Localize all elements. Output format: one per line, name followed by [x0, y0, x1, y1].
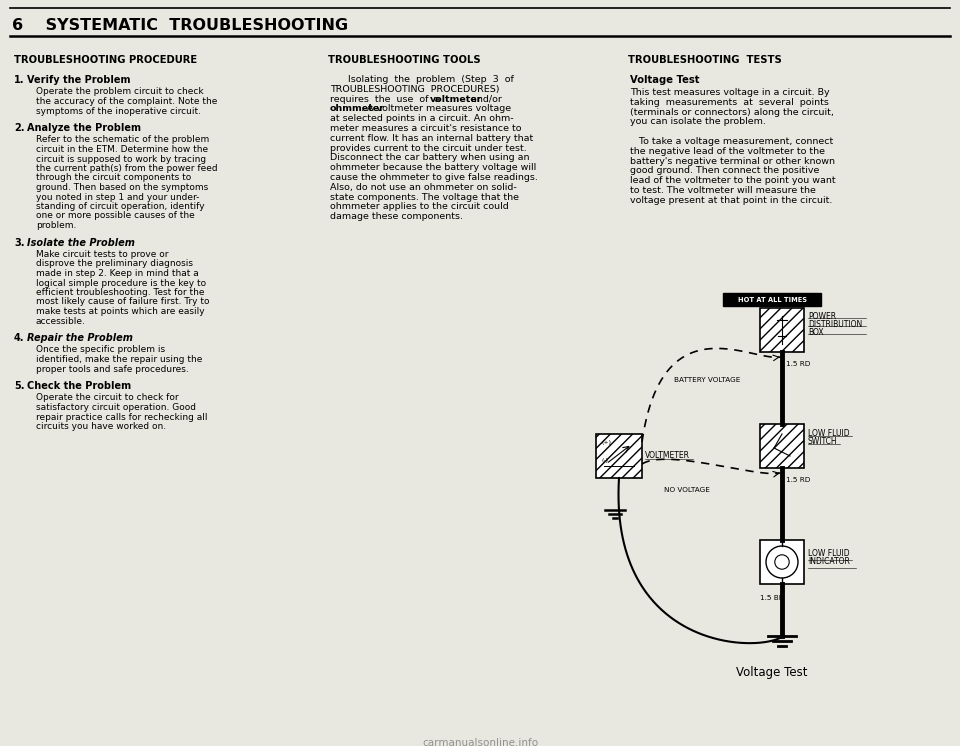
Text: INDICATOR: INDICATOR [808, 557, 850, 566]
Text: at selected points in a circuit. An ohm-: at selected points in a circuit. An ohm- [330, 114, 514, 123]
Text: (terminals or connectors) along the circuit,: (terminals or connectors) along the circ… [630, 107, 834, 116]
Text: This test measures voltage in a circuit. By: This test measures voltage in a circuit.… [630, 88, 829, 97]
Text: one or more possible causes of the: one or more possible causes of the [36, 212, 195, 221]
Text: efficient troubleshooting. Test for the: efficient troubleshooting. Test for the [36, 288, 204, 297]
Text: repair practice calls for rechecking all: repair practice calls for rechecking all [36, 413, 207, 421]
Text: logical simple procedure is the key to: logical simple procedure is the key to [36, 278, 206, 287]
Text: taking  measurements  at  several  points: taking measurements at several points [630, 98, 828, 107]
Text: Analyze the Problem: Analyze the Problem [27, 123, 141, 133]
Text: Operate the problem circuit to check: Operate the problem circuit to check [36, 87, 204, 96]
Bar [760, 308, 804, 352]
Text: Isolating  the  problem  (Step  3  of: Isolating the problem (Step 3 of [348, 75, 514, 84]
Text: Also, do not use an ohmmeter on solid-: Also, do not use an ohmmeter on solid- [330, 183, 516, 192]
Circle shape [775, 555, 789, 569]
Text: TROUBLESHOOTING TOOLS: TROUBLESHOOTING TOOLS [328, 55, 481, 65]
Text: Once the specific problem is: Once the specific problem is [36, 345, 165, 354]
Text: make tests at points which are easily: make tests at points which are easily [36, 307, 204, 316]
Text: 5.: 5. [14, 381, 25, 391]
Text: Repair the Problem: Repair the Problem [27, 333, 132, 343]
Text: Operate the circuit to check for: Operate the circuit to check for [36, 393, 179, 403]
Text: through the circuit components to: through the circuit components to [36, 174, 191, 183]
Text: SWITCH: SWITCH [808, 437, 838, 446]
Text: you can isolate the problem.: you can isolate the problem. [630, 117, 766, 126]
Text: carmanualsonline.info: carmanualsonline.info [422, 738, 538, 746]
Text: ohmmeter applies to the circuit could: ohmmeter applies to the circuit could [330, 202, 509, 211]
Text: Isolate the Problem: Isolate the Problem [27, 237, 134, 248]
Text: 3.: 3. [14, 237, 25, 248]
Text: standing of circuit operation, identify: standing of circuit operation, identify [36, 202, 204, 211]
Text: accessible.: accessible. [36, 316, 85, 325]
Text: requires  the  use  of  a: requires the use of a [330, 95, 444, 104]
Text: POWER: POWER [808, 312, 836, 321]
Text: Refer to the schematic of the problem: Refer to the schematic of the problem [36, 136, 209, 145]
Text: BATTERY VOLTAGE: BATTERY VOLTAGE [674, 377, 740, 383]
Text: Voltage Test: Voltage Test [630, 75, 700, 85]
Text: Verify the Problem: Verify the Problem [27, 75, 131, 85]
Text: 1.5 BR: 1.5 BR [760, 595, 783, 601]
Text: LOW FLUID: LOW FLUID [808, 550, 850, 559]
Text: provides current to the circuit under test.: provides current to the circuit under te… [330, 143, 527, 153]
Text: cause the ohmmeter to give false readings.: cause the ohmmeter to give false reading… [330, 173, 538, 182]
Text: VOLTMETER: VOLTMETER [645, 451, 690, 460]
Text: good ground. Then connect the positive: good ground. Then connect the positive [630, 166, 820, 175]
Text: voltmeter: voltmeter [430, 95, 483, 104]
Text: LOW FLUID: LOW FLUID [808, 429, 850, 438]
Text: To take a voltage measurement, connect: To take a voltage measurement, connect [630, 137, 833, 146]
Text: proper tools and safe procedures.: proper tools and safe procedures. [36, 365, 189, 374]
Text: TROUBLESHOOTING PROCEDURE: TROUBLESHOOTING PROCEDURE [14, 55, 197, 65]
Text: problem.: problem. [36, 221, 77, 230]
Text: disprove the preliminary diagnosis: disprove the preliminary diagnosis [36, 260, 193, 269]
Bar [760, 424, 804, 468]
Text: circuits you have worked on.: circuits you have worked on. [36, 422, 166, 431]
Text: TROUBLESHOOTING  PROCEDURES): TROUBLESHOOTING PROCEDURES) [330, 85, 499, 94]
Text: 4.: 4. [14, 333, 25, 343]
Text: lead of the voltmeter to the point you want: lead of the voltmeter to the point you w… [630, 176, 835, 185]
Text: 1.5 RD: 1.5 RD [786, 361, 810, 367]
Text: 6    SYSTEMATIC  TROUBLESHOOTING: 6 SYSTEMATIC TROUBLESHOOTING [12, 19, 348, 34]
Text: (-): (-) [602, 458, 609, 463]
Text: voltage present at that point in the circuit.: voltage present at that point in the cir… [630, 195, 832, 205]
Text: NO VOLTAGE: NO VOLTAGE [664, 487, 709, 493]
Text: Disconnect the car battery when using an: Disconnect the car battery when using an [330, 154, 530, 163]
Text: to test. The voltmeter will measure the: to test. The voltmeter will measure the [630, 186, 816, 195]
Text: made in step 2. Keep in mind that a: made in step 2. Keep in mind that a [36, 269, 199, 278]
Text: circuit is supposed to work by tracing: circuit is supposed to work by tracing [36, 154, 206, 163]
Text: most likely cause of failure first. Try to: most likely cause of failure first. Try … [36, 298, 209, 307]
Text: ground. Then based on the symptoms: ground. Then based on the symptoms [36, 183, 208, 192]
Text: damage these components.: damage these components. [330, 212, 463, 222]
Text: battery's negative terminal or other known: battery's negative terminal or other kno… [630, 157, 835, 166]
Text: BOX: BOX [808, 328, 824, 337]
Bar [760, 540, 804, 584]
Text: Voltage Test: Voltage Test [736, 666, 807, 679]
Text: HOT AT ALL TIMES: HOT AT ALL TIMES [737, 297, 806, 303]
Bar [596, 434, 642, 478]
Text: current flow. It has an internal battery that: current flow. It has an internal battery… [330, 134, 533, 142]
Text: ohmmeter because the battery voltage will: ohmmeter because the battery voltage wil… [330, 163, 537, 172]
Text: the accuracy of the complaint. Note the: the accuracy of the complaint. Note the [36, 97, 217, 106]
Text: symptoms of the inoperative circuit.: symptoms of the inoperative circuit. [36, 107, 201, 116]
Text: Check the Problem: Check the Problem [27, 381, 132, 391]
Circle shape [766, 546, 798, 578]
Text: TROUBLESHOOTING  TESTS: TROUBLESHOOTING TESTS [628, 55, 781, 65]
Text: meter measures a circuit's resistance to: meter measures a circuit's resistance to [330, 124, 521, 133]
Text: Make circuit tests to prove or: Make circuit tests to prove or [36, 250, 169, 259]
Text: ohmmeter: ohmmeter [330, 104, 385, 113]
Bar [723, 293, 821, 306]
Text: the current path(s) from the power feed: the current path(s) from the power feed [36, 164, 218, 173]
Text: 1.: 1. [14, 75, 25, 85]
Text: state components. The voltage that the: state components. The voltage that the [330, 192, 519, 201]
Text: identified, make the repair using the: identified, make the repair using the [36, 355, 203, 364]
Text: (+): (+) [602, 440, 612, 445]
Text: satisfactory circuit operation. Good: satisfactory circuit operation. Good [36, 403, 196, 412]
Text: 1.5 RD: 1.5 RD [786, 477, 810, 483]
Text: you noted in step 1 and your under-: you noted in step 1 and your under- [36, 192, 200, 201]
Text: 2.: 2. [14, 123, 25, 133]
Text: and/or: and/or [465, 95, 502, 104]
Text: . A voltmeter measures voltage: . A voltmeter measures voltage [361, 104, 511, 113]
Text: the negative lead of the voltmeter to the: the negative lead of the voltmeter to th… [630, 147, 825, 156]
Text: circuit in the ETM. Determine how the: circuit in the ETM. Determine how the [36, 145, 208, 154]
Text: DISTRIBUTION: DISTRIBUTION [808, 320, 862, 329]
